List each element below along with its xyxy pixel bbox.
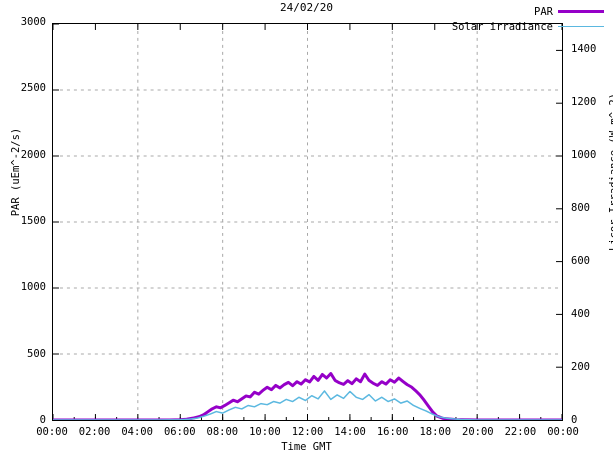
x-axis-label: Time GMT (281, 441, 332, 453)
y-axis-left-tick-label: 3000 (20, 16, 46, 28)
y-axis-right-tick-label: 1400 (571, 42, 597, 55)
series-line-solar-irradiance (53, 390, 562, 420)
x-axis-tick-label: 16:00 (376, 426, 409, 438)
y-axis-right-tick-label: 400 (571, 307, 590, 320)
x-axis-tick-label: 04:00 (121, 426, 153, 438)
y-axis-right-tick-label: 600 (571, 254, 590, 267)
chart-title: 24/02/20 (280, 1, 333, 14)
chart-legend: PAR Solar irradiance (452, 4, 604, 34)
y-axis-left-tick-label: 1000 (20, 281, 46, 294)
plot-area (52, 23, 563, 421)
legend-label-solar: Solar irradiance (451, 20, 553, 33)
y-axis-right-tick-label: 800 (571, 201, 590, 214)
y-axis-right-tick-label: 1000 (571, 148, 597, 161)
x-axis-tick-label: 12:00 (291, 426, 324, 438)
data-layer (53, 372, 562, 420)
x-axis-tick-label: 00:00 (547, 426, 579, 438)
y-axis-left-tick-label: 1500 (20, 215, 46, 227)
legend-swatch-par (558, 10, 604, 13)
x-axis-tick-label: 20:00 (462, 426, 494, 438)
x-axis-tick-label: 22:00 (504, 426, 537, 438)
x-axis-tick-label: 02:00 (78, 426, 111, 438)
y-axis-right-tick-label: 0 (571, 414, 578, 426)
legend-swatch-solar (558, 26, 604, 27)
series-line-par (53, 372, 562, 420)
x-axis-tick-label: 10:00 (249, 426, 281, 438)
y-axis-left-tick-label: 2000 (20, 148, 46, 161)
legend-label-par: PAR (534, 5, 553, 18)
y-axis-left-tick-label: 2500 (20, 82, 46, 95)
x-axis-tick-label: 00:00 (36, 426, 68, 438)
y-axis-left-label: PAR (uEm^-2/s) (10, 127, 22, 217)
y-axis-left-tick-label: 500 (27, 347, 46, 360)
x-axis-tick-label: 18:00 (419, 426, 452, 438)
legend-item-solar: Solar irradiance (452, 19, 604, 34)
x-axis-tick-label: 06:00 (163, 426, 196, 438)
legend-item-par: PAR (452, 4, 604, 19)
y-axis-right-tick-label: 1200 (571, 95, 597, 108)
y-axis-right-tick-label: 200 (571, 360, 590, 373)
y-axis-left-tick-label: 0 (39, 414, 46, 426)
x-axis-tick-label: 08:00 (206, 426, 239, 438)
x-axis-tick-label: 14:00 (334, 426, 366, 438)
